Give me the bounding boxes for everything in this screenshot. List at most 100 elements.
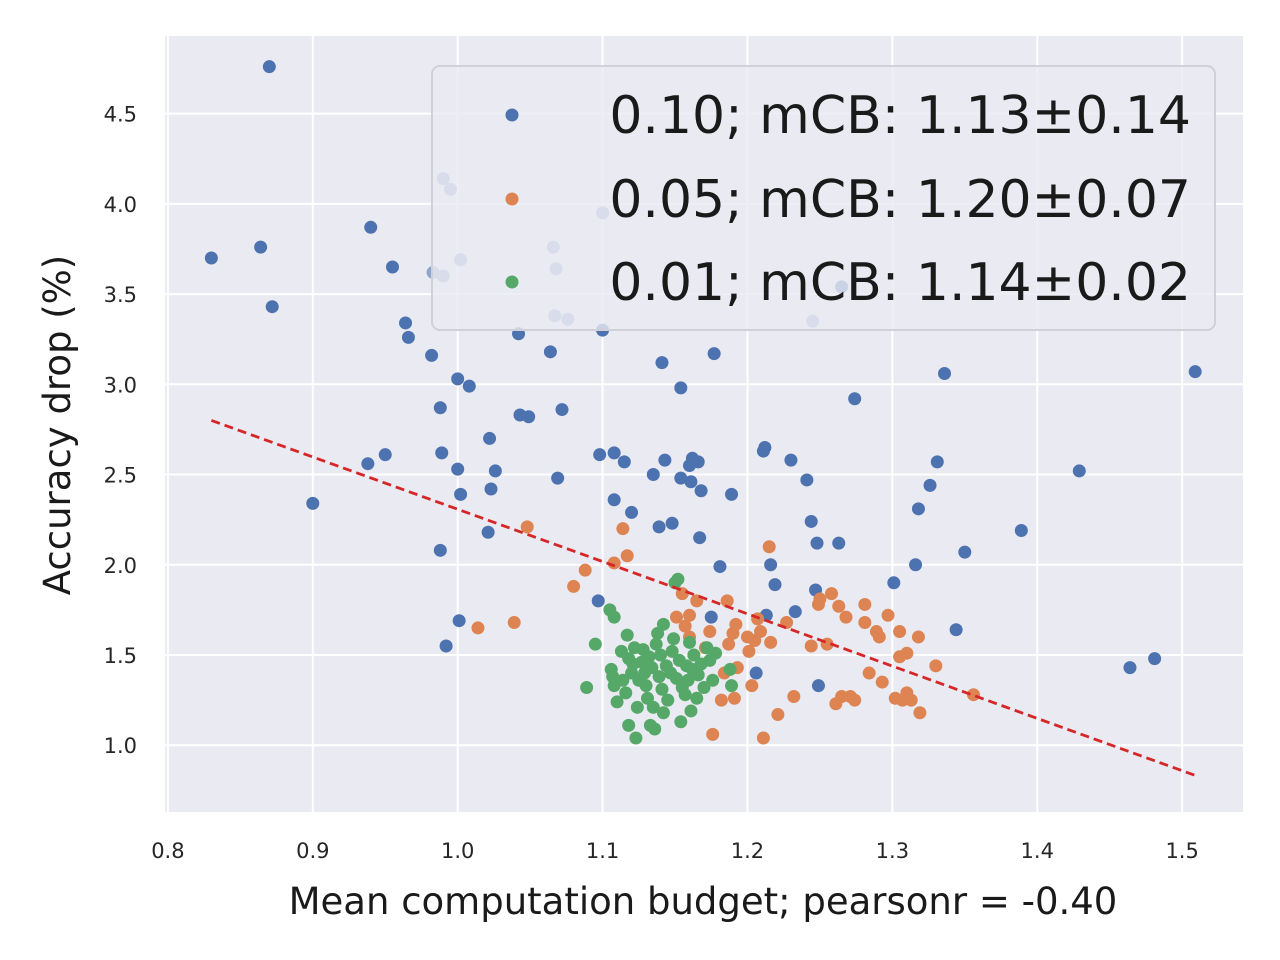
legend-marker [505, 108, 519, 122]
data-point [713, 560, 727, 574]
data-point [655, 682, 669, 696]
data-point [709, 646, 723, 660]
data-point [591, 594, 605, 608]
data-point [454, 487, 468, 501]
data-point [683, 608, 697, 622]
data-point [378, 448, 392, 462]
data-point [938, 366, 952, 380]
grid [165, 36, 1243, 812]
data-point [756, 731, 770, 745]
trend-line [210, 419, 1198, 778]
y-tick-label: 3.5 [104, 283, 137, 307]
data-point [567, 579, 581, 593]
y-axis-ticks: 1.0 1.5 2.0 2.5 3.0 3.5 4.0 4.5 [104, 103, 137, 759]
data-point [825, 587, 839, 601]
data-point [401, 330, 415, 344]
data-point [714, 693, 728, 707]
data-point [588, 637, 602, 651]
data-point [690, 691, 704, 705]
data-point [620, 628, 634, 642]
data-point [904, 693, 918, 707]
x-tick-label: 1.2 [731, 839, 764, 863]
data-point [661, 693, 675, 707]
data-point [804, 639, 818, 653]
data-point [399, 316, 413, 330]
data-point [262, 60, 276, 74]
data-point [543, 345, 557, 359]
x-tick-label: 1.3 [876, 839, 909, 863]
data-point [364, 220, 378, 234]
data-point [691, 455, 705, 469]
data-point [425, 348, 439, 362]
data-point [484, 482, 498, 496]
data-point [593, 448, 607, 462]
data-point [900, 646, 914, 660]
x-tick-label: 0.8 [151, 839, 184, 863]
y-tick-label: 4.5 [104, 103, 137, 127]
data-point [723, 662, 737, 676]
data-point [893, 625, 907, 639]
data-point [929, 659, 943, 673]
legend-box [431, 65, 1216, 331]
x-tick-label: 1.0 [441, 839, 474, 863]
data-point [616, 673, 630, 687]
data-point [858, 597, 872, 611]
data-point [642, 650, 656, 664]
data-point [764, 558, 778, 572]
data-point [639, 679, 653, 693]
data-point [911, 630, 925, 644]
data-point [930, 455, 944, 469]
data-point [771, 708, 785, 722]
y-tick-label: 1.5 [104, 644, 137, 668]
data-point [909, 558, 923, 572]
data-point [439, 639, 453, 653]
data-point [435, 446, 449, 460]
data-point [839, 610, 853, 624]
data-point [683, 635, 697, 649]
data-point [630, 700, 644, 714]
legend-label: 0.05; mCB: 1.20±0.07 [609, 170, 1191, 230]
data-point [1123, 661, 1137, 675]
data-point [658, 453, 672, 467]
data-point [742, 644, 756, 658]
x-tick-label: 0.9 [296, 839, 329, 863]
data-point [913, 706, 927, 720]
data-point [669, 610, 683, 624]
data-point [622, 718, 636, 732]
y-tick-label: 2.0 [104, 554, 137, 578]
data-point [1014, 523, 1028, 537]
data-point [756, 444, 770, 458]
data-point [646, 700, 660, 714]
x-tick-label: 1.5 [1165, 839, 1198, 863]
data-point [607, 446, 621, 460]
data-point [1188, 365, 1202, 379]
data-point [522, 410, 536, 424]
data-point [617, 455, 631, 469]
data-point [361, 457, 375, 471]
data-point [697, 680, 711, 694]
data-point [729, 617, 743, 631]
data-point [481, 525, 495, 539]
data-point [958, 545, 972, 559]
data-point [687, 648, 701, 662]
data-point [507, 616, 521, 630]
data-point [848, 392, 862, 406]
legend-label: 0.10; mCB: 1.13±0.14 [609, 86, 1191, 146]
data-point [800, 473, 814, 487]
data-point [784, 453, 798, 467]
data-point [678, 688, 692, 702]
y-tick-label: 3.0 [104, 373, 137, 397]
data-point [607, 610, 621, 624]
data-point [754, 625, 768, 639]
data-point [722, 637, 736, 651]
data-point [265, 300, 279, 314]
data-point [788, 605, 802, 619]
data-point [483, 431, 497, 445]
data-point [875, 675, 889, 689]
data-point [648, 722, 662, 736]
data-point [551, 471, 565, 485]
data-point [607, 556, 621, 570]
data-point [656, 706, 670, 720]
data-point [254, 240, 268, 254]
